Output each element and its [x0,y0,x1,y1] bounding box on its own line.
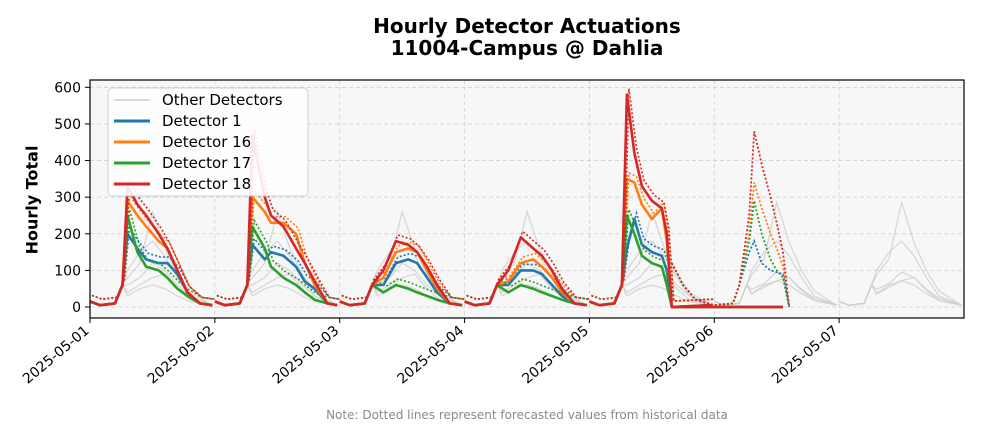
legend-label: Other Detectors [162,91,283,109]
y-tick-label: 200 [54,227,81,243]
y-tick-label: 100 [54,263,81,279]
series-forecast-detector-1 [341,252,465,301]
legend-box [107,87,309,197]
series-forecast-detector-18 [591,88,714,302]
forecast-note: Note: Dotted lines represent forecasted … [326,408,728,422]
series-forecast-day6 [671,200,791,308]
series-forecast-detector-18 [466,230,590,301]
chart-title-line2: 11004-Campus @ Dahlia [390,36,664,60]
y-tick-label: 0 [72,300,81,316]
other-detector-trace [838,280,962,306]
series-line-detector-18 [339,239,463,307]
legend-label: Detector 18 [162,175,251,193]
series-line-detector-18 [214,133,338,307]
y-tick-label: 600 [54,80,81,96]
x-tick-label: 2025-05-05 [519,323,592,388]
y-tick-label: 300 [54,190,81,206]
legend-label: Detector 17 [162,154,251,172]
x-tick-label: 2025-05-03 [270,323,343,388]
x-tick-label: 2025-05-07 [769,323,842,388]
chart-title: Hourly Detector Actuations 11004-Campus … [90,15,964,59]
x-tick-label: 2025-05-06 [644,323,717,388]
series-forecast-detector-17 [466,277,590,301]
series-line-detector-18 [89,184,213,307]
x-tick-label: 2025-05-01 [20,323,93,388]
series-forecast-detector-18 [216,128,340,301]
x-tick-label: 2025-05-02 [145,323,218,388]
series-line-detector-18 [588,93,712,309]
series-forecast-detector-17 [341,277,465,301]
chart-title-line1: Hourly Detector Actuations [373,14,681,38]
plot-frame [89,79,965,319]
series-forecast-detector-16 [591,171,714,302]
y-tick-label: 500 [54,117,81,133]
series-forecast-detector-18 [91,177,215,301]
x-tick-label: 2025-05-04 [395,323,468,388]
series-line-detector-18 [464,236,588,307]
other-detector-trace [714,280,837,306]
legend-label: Detector 1 [162,112,242,130]
series-forecast-day6 [671,238,791,308]
y-tick-label: 400 [54,154,81,170]
legend-label: Detector 16 [162,133,251,151]
